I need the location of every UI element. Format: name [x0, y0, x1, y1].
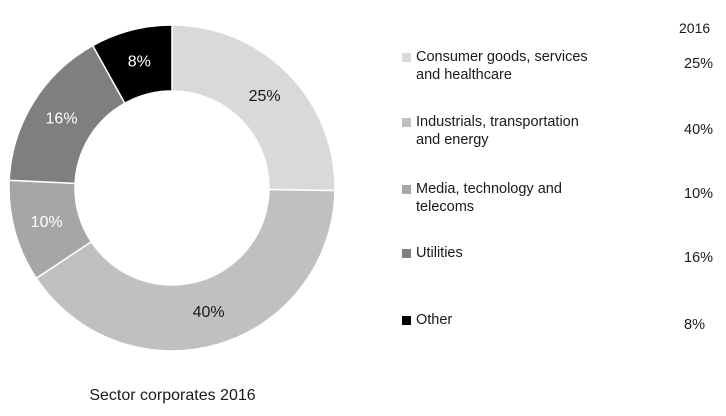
value-utilities: 16% — [684, 250, 714, 266]
donut-chart: 25% 40% 10% 16% 8% — [8, 24, 336, 352]
slice-data-label-4: 8% — [128, 53, 151, 70]
slice-data-label-0: 25% — [249, 88, 281, 105]
legend-swatch — [402, 316, 411, 325]
legend-swatch — [402, 118, 411, 127]
legend-label: Other — [416, 312, 453, 328]
series-year-header: 2016 — [679, 20, 711, 36]
legend-label: Utilities — [416, 245, 463, 261]
value-consumer: 25% — [684, 56, 714, 72]
donut-slice-0 — [171, 24, 336, 192]
slice-data-label-2: 10% — [31, 214, 63, 231]
value-industrials: 40% — [684, 122, 714, 138]
slice-data-label-3: 16% — [46, 111, 78, 128]
legend-label: Consumer goods, services and healthcare — [416, 49, 588, 83]
legend-label: Media, technology and telecoms — [416, 181, 562, 215]
legend-label: Industrials, transportation and energy — [416, 114, 579, 148]
donut-slice-4 — [91, 24, 173, 105]
value-media: 10% — [684, 186, 714, 202]
donut-slice-1 — [35, 188, 336, 352]
chart-title: Sector corporates 2016 — [89, 387, 256, 404]
legend-swatch — [402, 185, 411, 194]
value-other: 8% — [684, 317, 705, 333]
legend-swatch — [402, 249, 411, 258]
legend-swatch — [402, 53, 411, 62]
slice-data-label-1: 40% — [193, 304, 225, 321]
